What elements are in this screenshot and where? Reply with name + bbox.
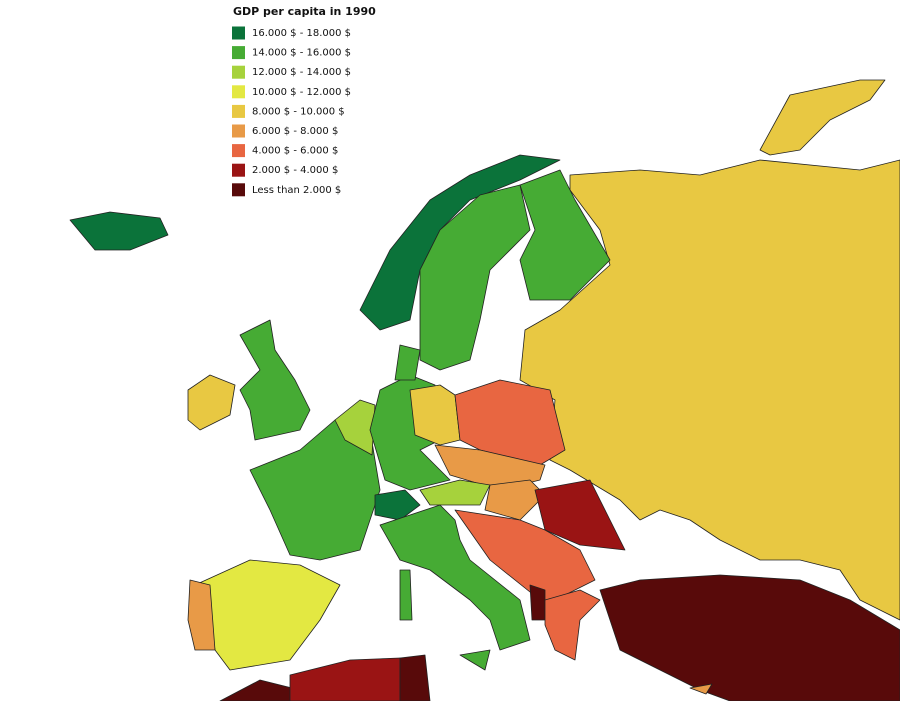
legend-swatch	[232, 183, 245, 197]
yugoslavia	[454, 509, 596, 601]
tunisia	[399, 654, 431, 701]
legend-label: 2.000 $ - 4.000 $	[252, 165, 338, 176]
legend-label: 12.000 $ - 14.000 $	[252, 67, 351, 78]
legend-label: Less than 2.000 $	[252, 185, 341, 196]
switzerland	[374, 489, 421, 521]
legend-swatch	[232, 144, 245, 158]
albania	[529, 584, 546, 621]
legend-swatch	[232, 163, 245, 177]
legend-label: 16.000 $ - 18.000 $	[252, 28, 351, 39]
novaya-zemlya	[759, 79, 886, 156]
sardinia-corsica	[399, 569, 413, 621]
legend-swatch	[232, 65, 245, 79]
countries	[69, 79, 900, 701]
norway	[359, 154, 561, 331]
poland	[454, 379, 566, 466]
france	[249, 419, 381, 561]
legend-swatch	[232, 104, 245, 118]
finland	[519, 169, 611, 301]
united-kingdom	[239, 319, 311, 441]
legend-swatch	[232, 124, 245, 138]
legend-swatch	[232, 85, 245, 99]
sicily	[459, 649, 491, 671]
denmark	[394, 344, 421, 381]
legend: 16.000 $ - 18.000 $ 14.000 $ - 16.000 $ 12…	[232, 26, 351, 197]
czechoslovakia	[434, 444, 546, 491]
austria	[419, 479, 491, 506]
legend-swatch	[232, 26, 245, 40]
east-germany	[409, 384, 461, 446]
cyprus	[689, 683, 713, 695]
legend-label: 10.000 $ - 12.000 $	[252, 87, 351, 98]
legend-label: 4.000 $ - 6.000 $	[252, 146, 338, 157]
hungary	[484, 479, 546, 521]
legend-title: GDP per capita in 1990	[233, 5, 376, 18]
legend-label: 8.000 $ - 10.000 $	[252, 106, 345, 117]
portugal	[187, 579, 216, 651]
iceland	[69, 211, 169, 251]
legend-label: 6.000 $ - 8.000 $	[252, 126, 338, 137]
algeria	[289, 657, 401, 701]
legend-label: 14.000 $ - 16.000 $	[252, 48, 351, 59]
italy	[379, 504, 531, 651]
legend-swatch	[232, 46, 245, 60]
ireland	[187, 374, 236, 431]
turkey	[599, 574, 900, 701]
sweden	[419, 184, 531, 371]
greece	[544, 589, 601, 661]
russia	[519, 159, 900, 621]
